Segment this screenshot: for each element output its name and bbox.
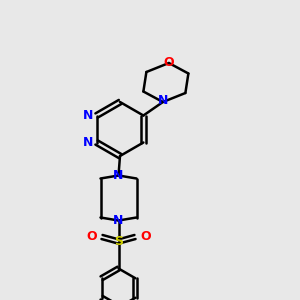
Text: N: N <box>113 169 124 182</box>
Text: O: O <box>164 56 174 70</box>
Text: N: N <box>113 214 124 227</box>
Text: O: O <box>86 230 97 244</box>
Text: S: S <box>114 235 123 248</box>
Text: O: O <box>140 230 151 244</box>
Text: N: N <box>82 109 93 122</box>
Text: N: N <box>158 94 168 107</box>
Text: N: N <box>82 136 93 149</box>
